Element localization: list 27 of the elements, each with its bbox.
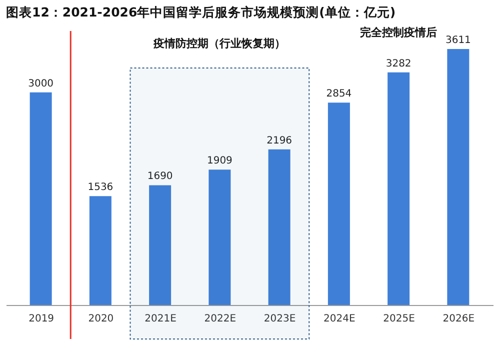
x-tick-label: 2020 [88, 314, 114, 324]
x-tick-label: 2024E [324, 314, 356, 324]
data-label: 1536 [88, 182, 114, 194]
data-label: 3611 [445, 35, 471, 46]
bar [328, 102, 350, 305]
bar [447, 49, 470, 305]
data-label: 3000 [28, 78, 54, 90]
bar [30, 92, 52, 305]
data-label: 1690 [147, 171, 173, 182]
x-tick-label: 2019 [28, 314, 54, 324]
x-tick-label: 2026E [442, 314, 475, 324]
bar [89, 196, 112, 305]
data-label: 3282 [386, 58, 412, 70]
x-tick-label: 2021E [144, 314, 176, 324]
bar [268, 149, 290, 305]
data-label: 2196 [266, 135, 292, 146]
text: 完全控制疫情后 [360, 26, 438, 39]
bar [208, 170, 231, 305]
data-label: 2854 [326, 88, 352, 100]
bar [388, 72, 410, 305]
band-label: 疫情防控期（行业恢复期） [152, 37, 286, 50]
bar [149, 185, 172, 305]
x-tick-label: 2023E [264, 314, 296, 324]
chart-title: 图表12：2021-2026年中国留学后服务市场规模预测(单位：亿元) [6, 4, 396, 20]
x-tick-label: 2022E [204, 314, 236, 324]
x-tick-label: 2025E [383, 314, 415, 324]
data-label: 1909 [206, 156, 232, 167]
